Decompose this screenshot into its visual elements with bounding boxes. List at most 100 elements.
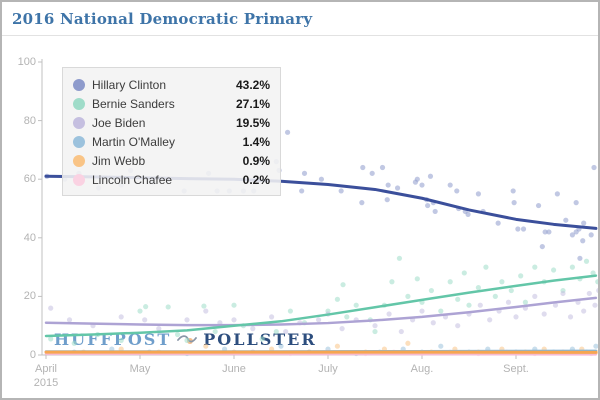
poll-point	[367, 317, 373, 323]
poll-point	[318, 176, 325, 182]
poll-point	[522, 349, 529, 355]
poll-point	[592, 302, 598, 308]
poll-point	[353, 317, 359, 323]
poll-point	[334, 343, 340, 349]
legend-row-joe-biden[interactable]: Joe Biden 19.5%	[73, 113, 270, 132]
poll-point	[583, 258, 590, 264]
poll-point	[581, 308, 587, 314]
poll-point	[513, 314, 519, 320]
legend-candidate-value: 0.9%	[242, 153, 270, 168]
legend-row-jim-webb[interactable]: Jim Webb 0.9%	[73, 151, 270, 170]
poll-point	[575, 299, 581, 305]
poll-point	[581, 220, 587, 226]
poll-point	[301, 170, 308, 176]
poll-point	[146, 349, 152, 355]
poll-point	[504, 349, 510, 355]
pollster-wordmark: POLLSTER	[203, 330, 317, 349]
poll-point	[231, 302, 237, 308]
poll-point	[539, 243, 545, 250]
poll-point	[462, 208, 468, 215]
poll-point	[297, 320, 303, 326]
poll-point	[384, 197, 390, 203]
x-axis-label: May	[129, 363, 151, 375]
poll-point	[532, 264, 538, 270]
legend-candidate-value: 1.4%	[242, 134, 270, 149]
poll-point	[405, 340, 411, 346]
legend-row-martin-omalley[interactable]: Martin O'Malley 1.4%	[73, 132, 270, 151]
poll-point	[240, 323, 246, 329]
martin-omalley-swatch-icon	[73, 135, 85, 148]
poll-point	[396, 255, 403, 261]
poll-point	[465, 211, 471, 217]
poll-point	[591, 164, 597, 171]
poll-point	[560, 349, 566, 355]
poll-point	[400, 346, 406, 352]
poll-point	[447, 349, 453, 355]
poll-point	[475, 191, 481, 197]
poll-point	[535, 202, 542, 209]
poll-point	[595, 279, 598, 285]
poll-point	[511, 200, 517, 206]
poll-point	[520, 226, 527, 232]
poll-point	[425, 202, 431, 209]
poll-point	[405, 293, 411, 299]
poll-point	[495, 220, 501, 226]
poll-point	[532, 293, 538, 299]
legend-row-bernie-sanders[interactable]: Bernie Sanders 27.1%	[73, 94, 270, 113]
poll-point	[269, 314, 275, 320]
poll-point	[542, 229, 548, 235]
legend-row-lincoln-chafee[interactable]: Lincoln Chafee 0.2%	[73, 170, 270, 189]
poll-point	[385, 182, 391, 188]
poll-point	[66, 317, 73, 323]
poll-point	[250, 349, 256, 355]
y-axis-label: 40	[23, 231, 36, 244]
poll-point	[90, 323, 96, 329]
poll-point	[363, 350, 369, 357]
jim-webb-swatch-icon	[73, 154, 85, 167]
poll-point	[353, 302, 359, 308]
poll-point	[410, 317, 416, 323]
poll-point	[466, 302, 472, 308]
poll-point	[583, 349, 590, 355]
poll-point	[325, 311, 331, 317]
x-axis-label: June	[222, 363, 246, 375]
y-axis-label: 100	[17, 56, 36, 68]
poll-point	[379, 164, 386, 171]
chart-header: 2016 National Democratic Primary	[2, 2, 598, 36]
poll-point	[428, 349, 434, 355]
poll-point	[475, 349, 481, 355]
poll-point	[412, 179, 419, 185]
poll-point	[184, 350, 190, 357]
poll-point	[560, 287, 566, 294]
poll-point	[389, 279, 395, 285]
poll-point	[510, 188, 516, 194]
poll-point	[419, 349, 425, 355]
poll-point	[492, 293, 498, 299]
poll-point	[518, 273, 524, 279]
poll-point	[577, 255, 583, 261]
pollster-logo-icon	[177, 330, 198, 349]
poll-point	[563, 217, 569, 223]
poll-point	[372, 323, 378, 329]
poll-point	[569, 264, 576, 270]
legend-candidate-name: Bernie Sanders	[92, 96, 175, 111]
y-axis-label: 0	[29, 349, 36, 361]
poll-point	[577, 276, 583, 282]
poll-point	[593, 349, 598, 355]
poll-point	[532, 346, 538, 352]
legend-row-hillary-clinton[interactable]: Hillary Clinton 43.2%	[73, 75, 270, 94]
poll-point	[541, 279, 547, 285]
poll-point	[505, 299, 512, 305]
poll-point	[454, 188, 460, 194]
poll-point	[287, 308, 293, 314]
poll-point	[590, 270, 596, 276]
poll-point	[71, 349, 77, 355]
poll-point	[447, 182, 453, 188]
poll-point	[414, 276, 420, 282]
poll-point	[477, 302, 483, 308]
poll-point	[325, 349, 331, 355]
lincoln-chafee-swatch-icon	[73, 173, 85, 186]
poll-point	[394, 185, 401, 191]
poll-point	[48, 305, 54, 311]
poll-point	[569, 232, 576, 238]
